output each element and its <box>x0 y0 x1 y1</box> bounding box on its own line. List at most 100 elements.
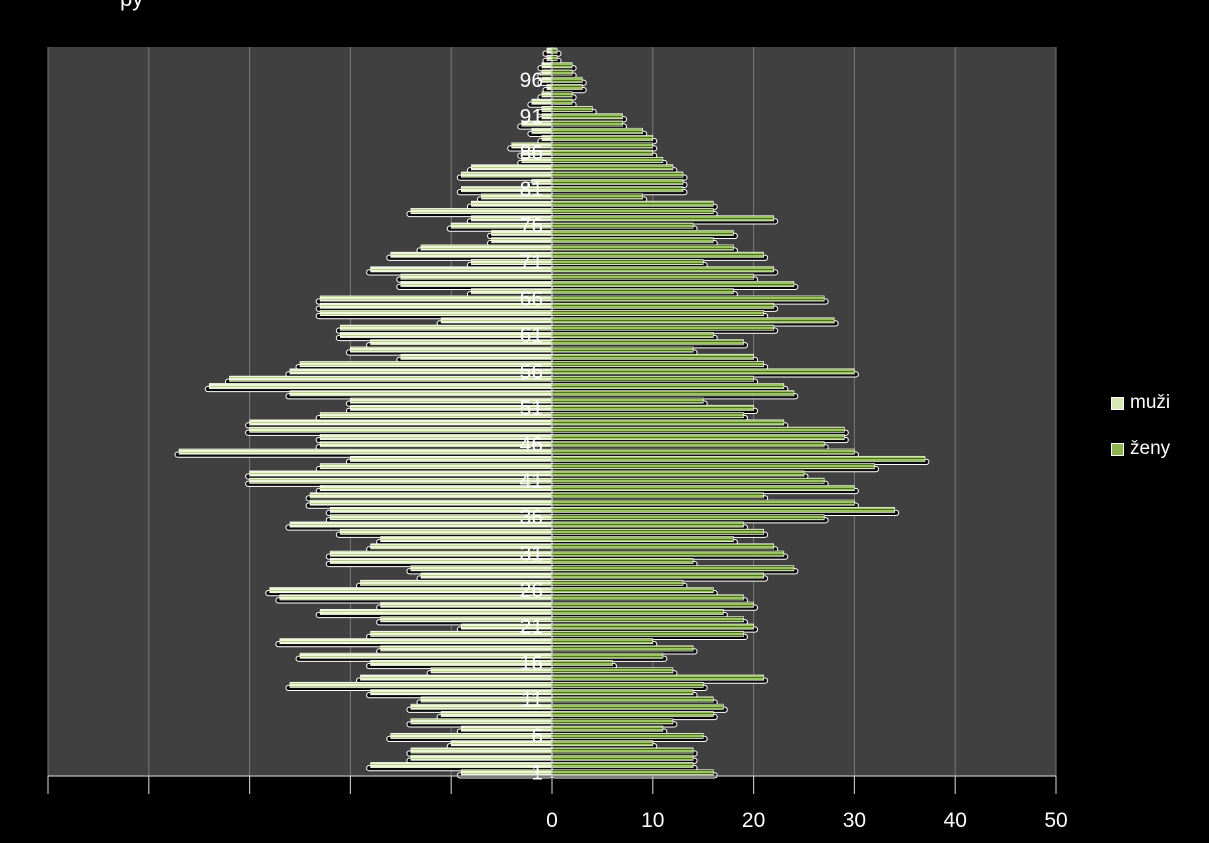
bar-muzi <box>541 62 553 69</box>
bar-muzi <box>531 127 553 134</box>
bar-zeny <box>551 106 593 112</box>
bar-zeny <box>551 229 734 236</box>
y-tick-label: 21 <box>520 616 543 639</box>
bar-muzi <box>541 91 553 98</box>
y-tick-label: 86 <box>520 142 543 165</box>
bar-zeny <box>551 310 764 317</box>
bar-zeny <box>551 127 644 134</box>
bar-zeny <box>551 368 855 375</box>
bar-zeny <box>551 47 558 54</box>
bar-zeny <box>551 543 775 550</box>
y-tick-label: 61 <box>520 324 543 347</box>
bar-zeny <box>551 55 558 61</box>
bar-zeny <box>551 703 724 710</box>
bar-muzi <box>340 528 553 535</box>
bar-zeny <box>551 638 654 645</box>
bar-zeny <box>551 587 714 594</box>
y-tick-label: 81 <box>520 178 543 201</box>
bar-muzi <box>249 477 553 484</box>
bar-zeny <box>551 295 825 302</box>
bar-muzi <box>420 244 553 251</box>
bar-zeny <box>551 91 573 98</box>
bar-zeny <box>551 521 744 528</box>
bar-muzi <box>491 237 553 244</box>
y-tick-label: 66 <box>520 288 543 311</box>
bar-zeny <box>551 550 785 557</box>
bar-muzi <box>299 361 553 368</box>
bar-muzi <box>400 273 553 280</box>
bar-zeny <box>551 609 724 615</box>
bar-zeny <box>551 135 654 142</box>
y-tick-label: 56 <box>520 360 543 383</box>
bar-zeny <box>551 237 714 244</box>
bar-muzi <box>541 106 553 112</box>
bar-zeny <box>551 273 754 280</box>
bar-muzi <box>309 492 553 499</box>
bar-zeny <box>551 113 623 120</box>
bar-zeny <box>551 171 684 178</box>
bar-muzi <box>546 55 553 61</box>
bar-zeny <box>551 528 764 535</box>
bar-muzi <box>390 732 553 739</box>
x-tick-label: 0 <box>546 809 558 832</box>
bar-zeny <box>551 215 775 222</box>
bar-zeny <box>551 667 674 674</box>
bar-zeny <box>551 645 694 652</box>
y-tick-label: 6 <box>531 725 543 748</box>
bar-zeny <box>551 149 654 156</box>
bar-zeny <box>551 193 644 200</box>
y-tick-label: 71 <box>520 251 543 274</box>
bar-zeny <box>551 572 764 579</box>
bar-muzi <box>208 383 553 389</box>
bar-muzi <box>350 455 553 462</box>
bar-zeny <box>551 62 573 69</box>
bar-muzi <box>319 441 553 448</box>
bar-zeny <box>551 164 674 171</box>
bar-muzi <box>531 98 553 105</box>
legend-item-zeny: ženy <box>1111 436 1170 462</box>
legend: muži ženy <box>1111 390 1170 482</box>
bar-zeny <box>551 383 785 389</box>
bar-zeny <box>551 339 744 346</box>
bar-zeny <box>551 740 654 747</box>
bar-zeny <box>551 732 704 739</box>
y-tick-label: 26 <box>520 579 543 602</box>
bar-zeny <box>551 244 734 251</box>
bar-muzi <box>410 718 553 725</box>
bar-zeny <box>551 208 714 214</box>
bar-zeny <box>551 251 764 258</box>
bar-muzi <box>541 69 553 76</box>
bar-muzi <box>541 135 553 142</box>
bar-muzi <box>546 84 553 91</box>
y-tick-label: 31 <box>520 543 543 566</box>
bar-zeny <box>551 419 785 426</box>
bar-muzi <box>289 368 553 375</box>
bar-zeny <box>551 324 775 331</box>
y-tick-label: 1 <box>531 761 543 784</box>
legend-label-muzi: muži <box>1130 392 1171 413</box>
bar-muzi <box>420 572 553 579</box>
bar-zeny <box>551 711 714 717</box>
y-tick-label: 96 <box>520 69 543 92</box>
x-tick-label: 40 <box>944 809 967 832</box>
bar-zeny <box>551 601 754 608</box>
bar-zeny <box>551 434 845 440</box>
bar-zeny <box>551 441 825 448</box>
bar-muzi <box>460 171 553 178</box>
bar-zeny <box>551 536 734 542</box>
bar-zeny <box>551 463 875 470</box>
bar-zeny <box>551 747 694 754</box>
bar-muzi <box>319 302 553 309</box>
bar-muzi <box>279 594 553 601</box>
bar-zeny <box>551 470 805 477</box>
bar-muzi <box>249 419 553 426</box>
x-tick-label: 10 <box>641 809 664 832</box>
bar-muzi <box>380 601 553 608</box>
bar-zeny <box>551 317 835 324</box>
bar-muzi <box>541 76 553 83</box>
bar-zeny <box>551 346 694 353</box>
bar-zeny <box>551 178 684 185</box>
bar-muzi <box>178 448 553 455</box>
bar-zeny <box>551 485 855 491</box>
bar-zeny <box>551 594 744 601</box>
